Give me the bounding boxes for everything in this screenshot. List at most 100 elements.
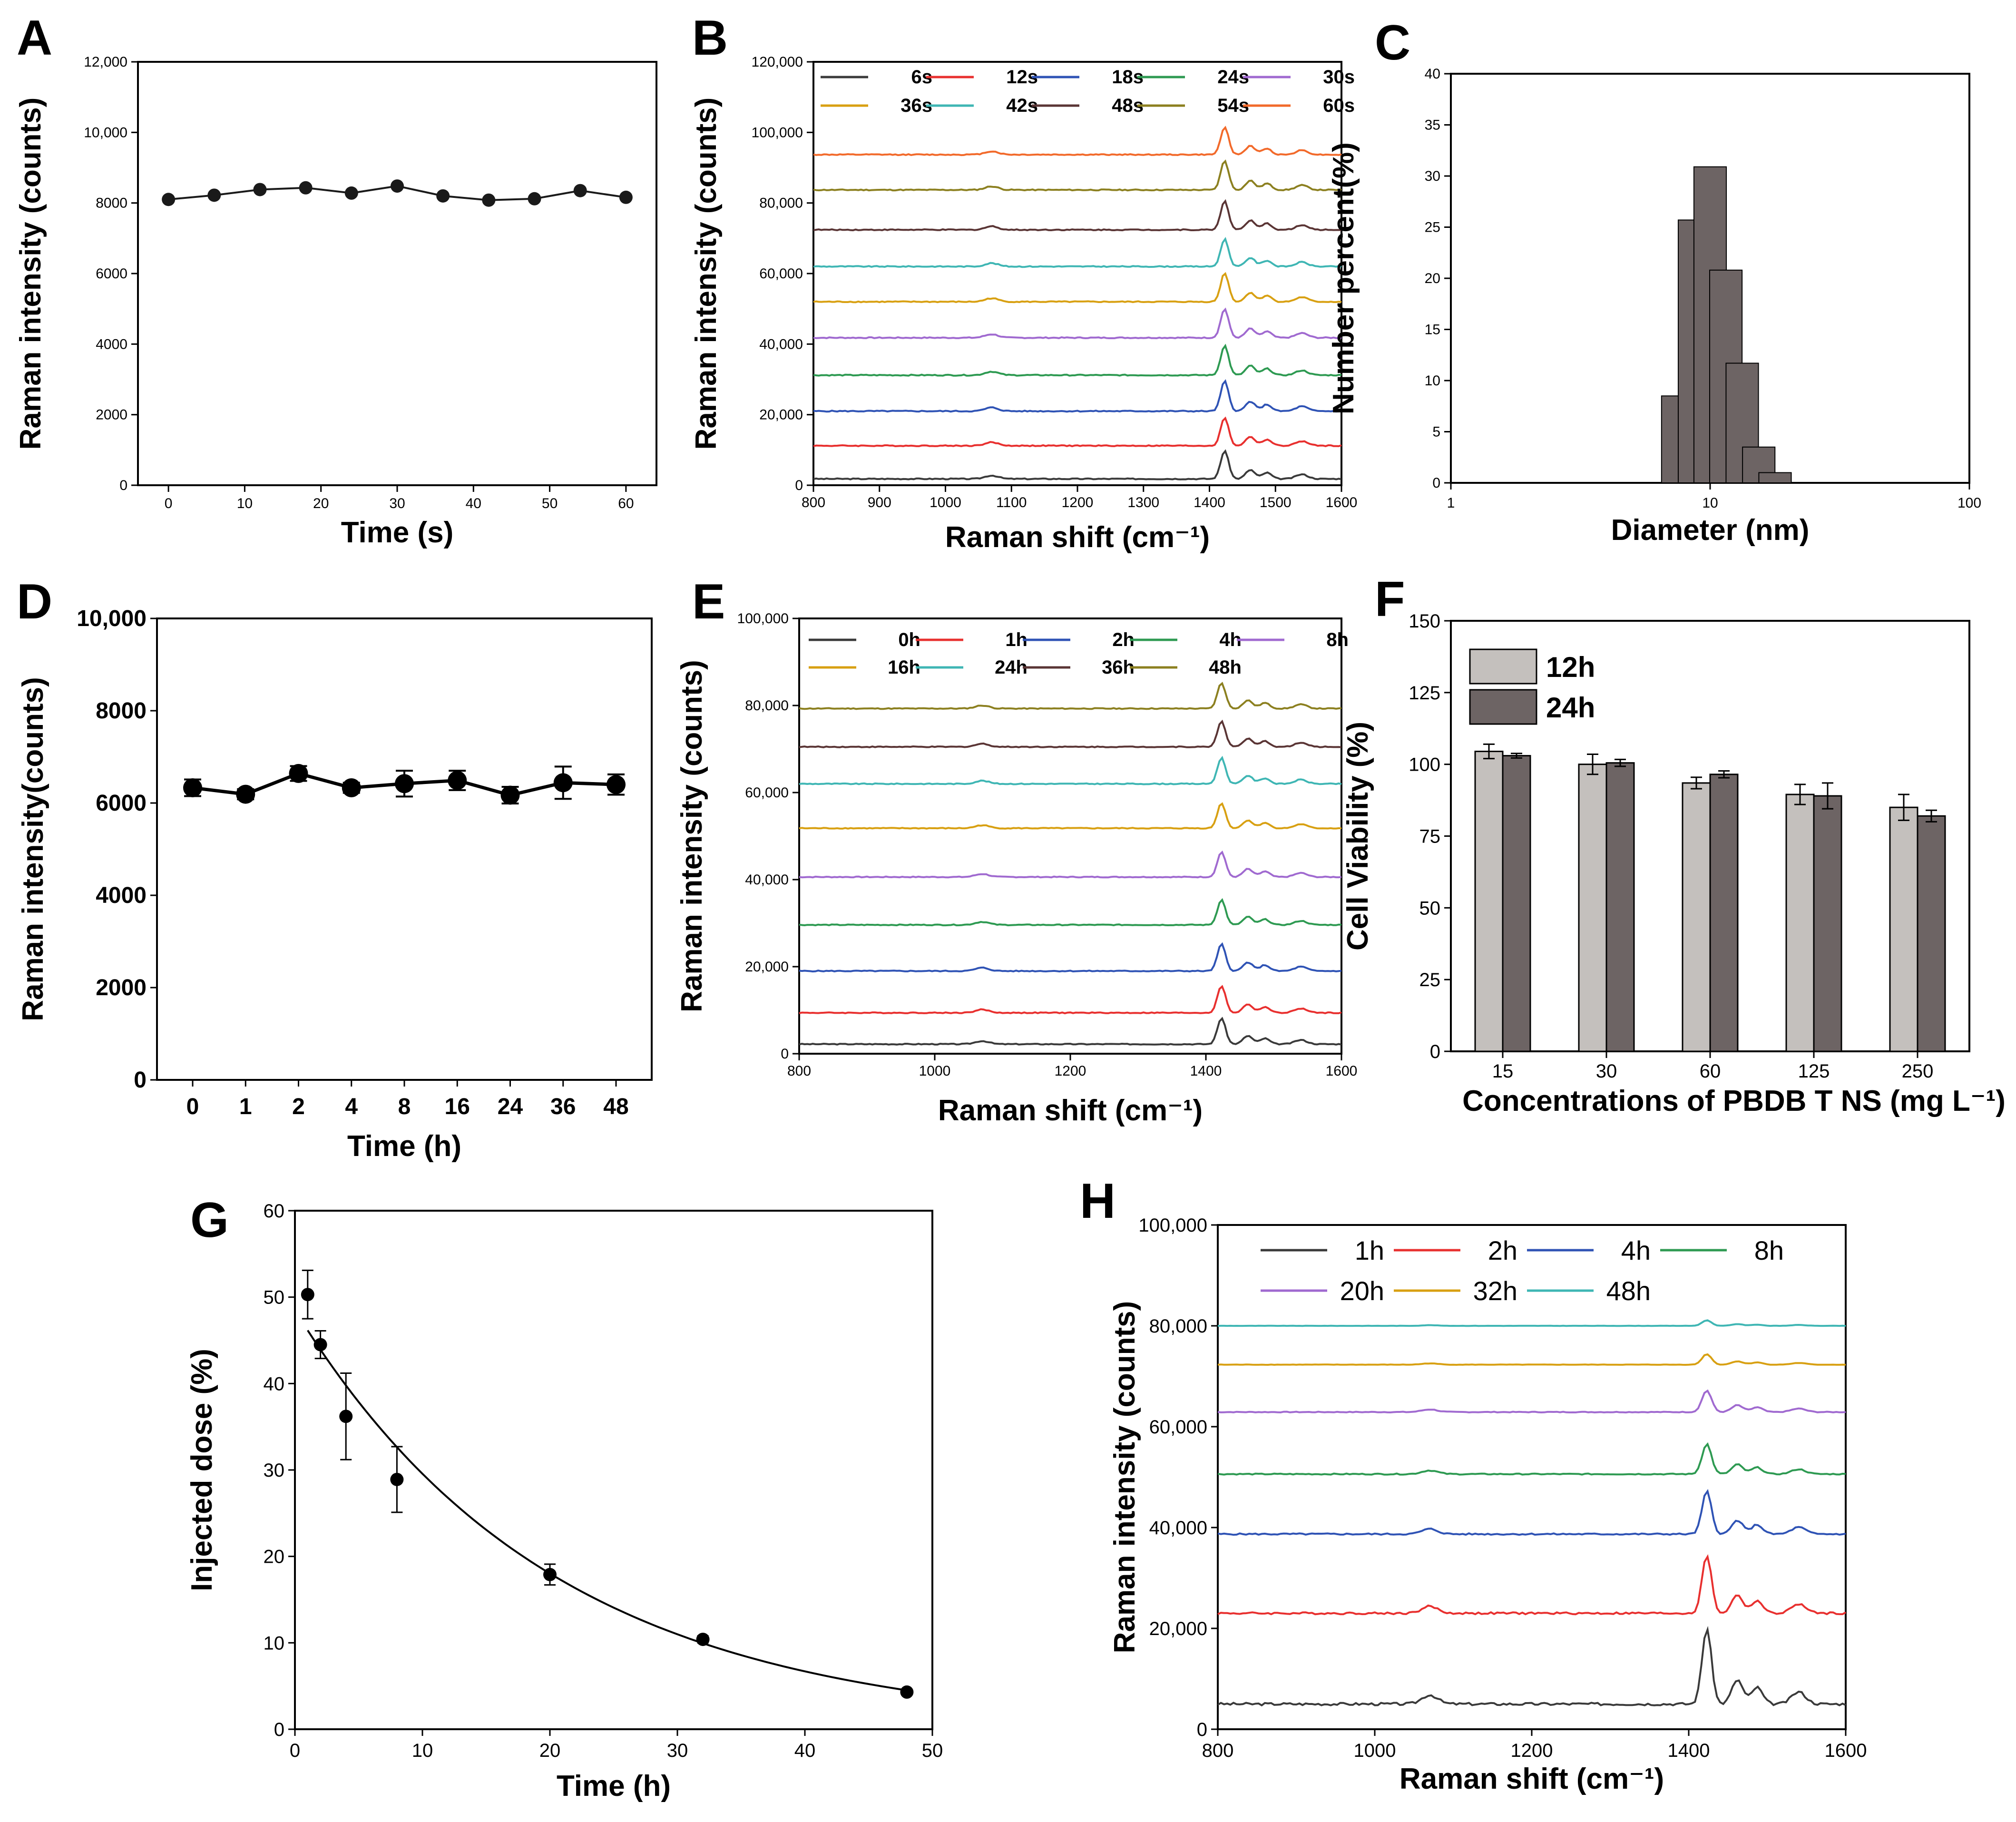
panel-g-xtick-label: 0: [290, 1740, 300, 1761]
panel-h-series-8h-line: [1217, 1442, 1846, 1476]
panel-a-data-point: [162, 193, 176, 206]
panel-g-ytick-label: 20: [264, 1547, 285, 1567]
panel-e-xtick-label: 1400: [1190, 1063, 1222, 1079]
panel-e-legend-label-36h: 36h: [1102, 657, 1135, 678]
panel-e-legend-label-48h: 48h: [1209, 657, 1242, 678]
panel-b-legend-label-60s: 60s: [1323, 95, 1355, 116]
panel-a-axes-frame: [137, 61, 657, 486]
panel-g-data-point: [900, 1685, 914, 1699]
panel-g-panel-label: G: [190, 1193, 229, 1248]
panel-f-bar-24h: [1813, 795, 1842, 1052]
panel-e-series-2h-line: [799, 942, 1342, 973]
panel-d-xtick-label: 24: [498, 1094, 523, 1119]
panel-h-ytick-label: 100,000: [1138, 1215, 1207, 1236]
panel-d-data-point: [607, 775, 626, 794]
panel-d-xtick-label: 1: [239, 1094, 252, 1119]
panel-f-xtick-label: 30: [1596, 1061, 1617, 1082]
panel-a-ytick-label: 4000: [96, 336, 127, 352]
panel-e-ytick-label: 20,000: [745, 959, 789, 975]
panel-h-legend-label-8h: 8h: [1754, 1235, 1784, 1265]
panel-b-series-6s-line: [813, 449, 1342, 480]
panel-b-y-axis-label: Raman intensity (counts): [690, 98, 723, 450]
panel-a-xtick-label: 40: [466, 496, 481, 511]
panel-f-bar-12h: [1785, 793, 1815, 1052]
panel-e-legend-label-8h: 8h: [1326, 629, 1349, 650]
panel-b-xtick-label: 1600: [1326, 495, 1358, 510]
panel-g: 0 10 20 30 40 50 0 10 20 30 40 50 60 Injected dose (%…: [186, 1193, 943, 1802]
panel-e-legend-label-16h: 16h: [888, 657, 920, 678]
panel-g-xtick-label: 50: [922, 1740, 943, 1761]
panel-d-xtick-label: 8: [398, 1094, 411, 1119]
panel-f-bar-24h: [1917, 815, 1946, 1052]
panel-a-data-point: [253, 183, 267, 196]
panel-a-xtick-label: 50: [542, 496, 558, 511]
panel-e-xtick-label: 1200: [1055, 1063, 1086, 1079]
panel-f-legend-swatch-12h: [1469, 648, 1537, 685]
panel-e-ytick-label: 80,000: [745, 698, 789, 714]
panel-c-xtick-label: 100: [1957, 495, 1981, 511]
panel-b-xtick-label: 1300: [1127, 495, 1159, 510]
panel-a-data-point: [528, 192, 541, 206]
panel-c-x-axis-label: Diameter (nm): [1611, 514, 1810, 547]
panel-f-xtick-label: 250: [1902, 1061, 1934, 1082]
panel-g-ytick-label: 40: [264, 1373, 285, 1394]
panel-h-ytick-label: 0: [1197, 1719, 1207, 1740]
panel-c-ytick-label: 10: [1425, 373, 1440, 389]
panel-b-ytick-label: 40,000: [759, 336, 803, 352]
panel-g-data-point: [301, 1288, 314, 1302]
panel-h-series-32h-line: [1217, 1353, 1846, 1366]
panel-a-data-point: [482, 193, 496, 207]
panel-b-xtick-label: 900: [868, 495, 891, 510]
panel-c-ytick-label: 35: [1425, 118, 1440, 133]
panel-d-xtick-label: 16: [445, 1094, 470, 1119]
panel-e-y-axis-label: Raman intensity (counts): [675, 660, 708, 1012]
panel-g-data-point: [313, 1338, 327, 1352]
panel-b-series-42s-line: [813, 237, 1342, 268]
panel-h-legend-label-48h: 48h: [1606, 1276, 1651, 1306]
panel-g-xtick-label: 40: [794, 1740, 816, 1761]
panel-d-panel-label: D: [17, 574, 52, 629]
panel-h-y-axis-label: Raman intensity (counts): [1108, 1301, 1141, 1654]
panel-e-series-8h-line: [799, 850, 1342, 879]
panel-g-data-point: [339, 1410, 353, 1423]
panel-g-ytick-label: 10: [264, 1633, 285, 1654]
panel-c-ytick-label: 0: [1432, 475, 1440, 491]
panel-c-ytick-label: 5: [1432, 424, 1440, 440]
panel-f-bar-24h: [1502, 755, 1531, 1052]
panel-d-xtick-label: 4: [345, 1094, 358, 1119]
panel-b-ytick-label: 100,000: [752, 125, 803, 140]
panel-a-data-point: [619, 190, 633, 204]
panel-b-xtick-label: 1100: [996, 495, 1027, 510]
panel-e-ytick-label: 60,000: [745, 785, 789, 801]
panel-g-ytick-label: 50: [264, 1287, 285, 1308]
panel-h-legend-label-2h: 2h: [1488, 1235, 1517, 1265]
panel-d-data-point: [395, 774, 414, 793]
panel-c-panel-label: C: [1375, 15, 1410, 70]
panel-a-ytick-label: 0: [119, 478, 127, 493]
panel-h-xtick-label: 1600: [1825, 1740, 1867, 1761]
panel-f: 15 30 60 125 250 0 25 50 75 100 125 150 Cell Viabili…: [1341, 572, 2006, 1117]
panel-a-ytick-label: 12,000: [84, 54, 127, 70]
panel-e-xtick-label: 800: [787, 1063, 811, 1079]
panel-b-ytick-label: 20,000: [759, 407, 803, 423]
panel-h-series-4h-line: [1217, 1489, 1846, 1536]
panel-f-ytick-label: 0: [1430, 1041, 1440, 1062]
panel-d-x-axis-label: Time (h): [347, 1130, 461, 1163]
panel-e-series-36h-line: [799, 719, 1342, 748]
panel-a-y-axis-label: Raman intensity (counts): [14, 98, 47, 450]
panel-f-bar-24h: [1605, 762, 1635, 1052]
panel-h-xtick-label: 1400: [1668, 1740, 1710, 1761]
panel-g-axes-frame: [294, 1210, 933, 1730]
panel-e-series-48h-line: [799, 682, 1342, 710]
panel-f-ytick-label: 125: [1409, 683, 1440, 704]
panel-a-data-point: [344, 186, 358, 200]
panel-b-series-36s-line: [813, 272, 1342, 304]
panel-d-xtick-label: 36: [550, 1094, 576, 1119]
panel-c-ytick-label: 25: [1425, 220, 1440, 235]
panel-d-ytick-label: 4000: [96, 883, 147, 908]
panel-h-ytick-label: 80,000: [1149, 1316, 1207, 1337]
panel-g-data-point: [696, 1633, 710, 1646]
panel-h-series-2h-line: [1217, 1554, 1846, 1616]
panel-h-xtick-label: 1000: [1354, 1740, 1396, 1761]
panel-e-series-4h-line: [799, 898, 1342, 927]
